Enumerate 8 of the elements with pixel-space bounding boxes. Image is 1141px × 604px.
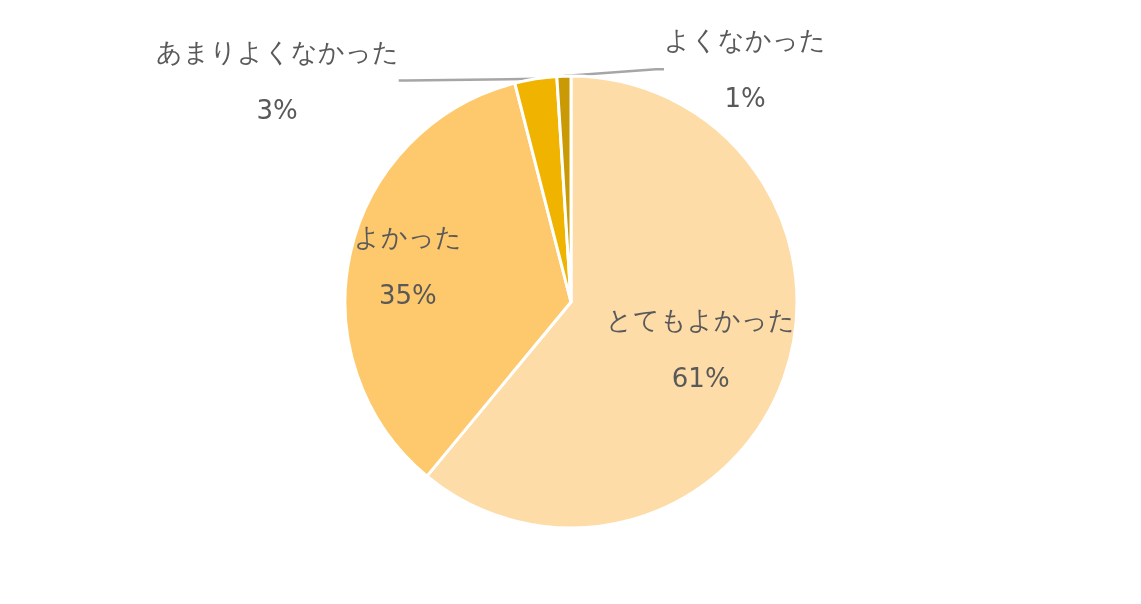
slice-label: とてもよかった (606, 304, 796, 335)
data-label: 35% (378, 279, 437, 310)
data-label: 3% (256, 94, 298, 125)
data-label: 61% (671, 362, 730, 393)
data-label: 1% (724, 83, 766, 114)
slice-label: よかった (353, 221, 462, 252)
slice-label: よくなかった (664, 25, 827, 56)
slice-label: あまりよくなかった (155, 36, 399, 67)
